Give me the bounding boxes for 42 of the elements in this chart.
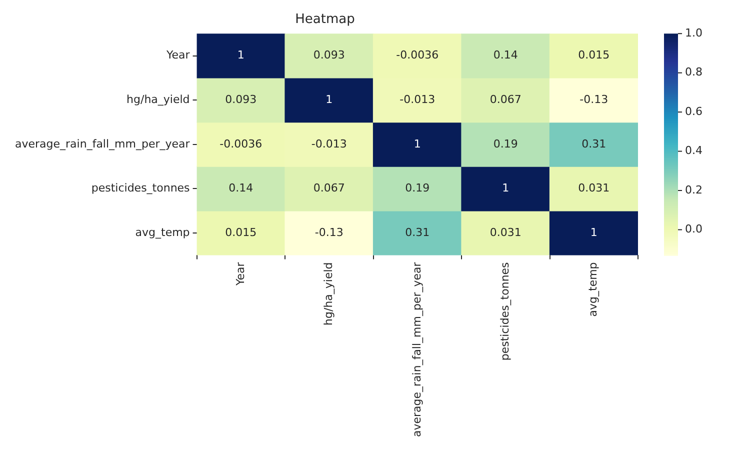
chart-title: Heatmap [295, 12, 355, 28]
color-bar-label: 0.0 [685, 222, 702, 236]
color-bar-label: 0.8 [685, 66, 702, 79]
data-label: 0.015 [578, 48, 610, 62]
x-tick-label: avg_temp [586, 262, 600, 317]
data-label: -0.13 [580, 92, 608, 106]
data-label: 0.14 [228, 182, 254, 195]
color-bar-label: 0.2 [685, 183, 702, 196]
data-label: 0.067 [490, 92, 522, 106]
color-bar-label: 0.4 [685, 144, 702, 158]
data-label: 0.14 [493, 48, 518, 62]
y-tick-label: Year [165, 48, 190, 62]
x-tick-label: Year [234, 262, 247, 287]
color-bar-label: 0.6 [685, 104, 702, 118]
data-label: 0.067 [313, 182, 345, 195]
y-tick-label: hg/ha_yield [126, 92, 190, 106]
data-label: 0.015 [225, 226, 257, 239]
data-label: 0.31 [582, 137, 606, 150]
data-label: 1 [326, 92, 333, 106]
data-label: -0.13 [314, 226, 344, 239]
y-tick-label: avg_temp [135, 226, 190, 239]
data-label: 0.19 [493, 137, 518, 150]
x-tick-label: pesticides_tonnes [498, 262, 512, 361]
data-label: -0.013 [400, 92, 436, 106]
x-tick-label: hg/ha_yield [322, 262, 336, 326]
data-label: -0.013 [311, 137, 347, 150]
data-label: -0.0036 [396, 48, 439, 62]
y-tick-label: average_rain_fall_mm_per_year [14, 137, 190, 150]
data-label: 0.031 [490, 226, 522, 239]
color-bar-label: 1.0 [685, 26, 702, 40]
y-tick-label: pesticides_tonnes [91, 182, 190, 195]
data-label: 1 [502, 182, 510, 195]
data-label: 0.093 [313, 48, 345, 62]
data-label: 1 [237, 48, 244, 62]
data-label: 0.19 [405, 182, 430, 195]
data-label: 1 [414, 137, 421, 150]
data-label: 0.031 [578, 182, 610, 195]
data-label: 0.31 [405, 226, 430, 239]
data-label: -0.0036 [220, 137, 262, 150]
x-tick-label: average_rain_fall_mm_per_year [410, 262, 424, 438]
data-label: 1 [590, 226, 598, 239]
data-label: 0.093 [225, 92, 257, 106]
